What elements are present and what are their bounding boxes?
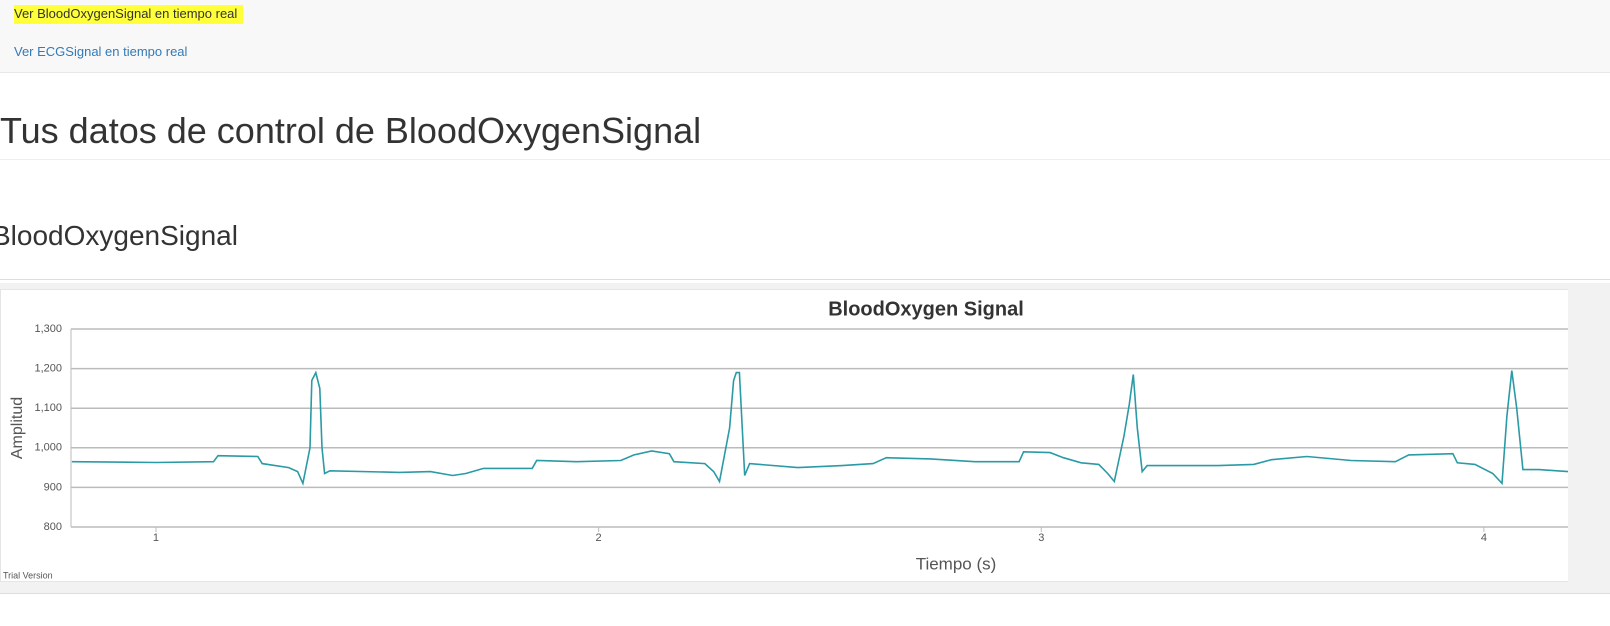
- divider: [0, 279, 1610, 280]
- chart-background: [0, 289, 1568, 582]
- chart: BloodOxygen Signal Tiempo (s) Amplitud T…: [0, 289, 1568, 582]
- watermark: Trial Version: [3, 570, 53, 580]
- x-tick-label: 3: [1038, 532, 1044, 544]
- navbar: Ver BloodOxygenSignal en tiempo real Ver…: [0, 0, 1610, 73]
- nav-link[interactable]: Ver BloodOxygenSignal en tiempo real: [14, 5, 244, 24]
- y-tick-label: 1,000: [34, 442, 62, 454]
- y-tick-label: 1,300: [34, 323, 62, 335]
- y-tick-label: 900: [44, 481, 62, 493]
- x-tick-label: 1: [153, 532, 159, 544]
- section-title: BloodOxygenSignal: [0, 220, 238, 251]
- y-tick-label: 1,200: [34, 363, 62, 375]
- nav-link[interactable]: Ver ECGSignal en tiempo real: [14, 44, 188, 59]
- divider: [0, 159, 1610, 160]
- signal-line: [71, 370, 1568, 487]
- x-tick-label: 4: [1481, 532, 1487, 544]
- x-tick-label: 2: [596, 532, 602, 544]
- page-title: Tus datos de control de BloodOxygenSigna…: [0, 110, 702, 151]
- chart-title: BloodOxygen Signal: [828, 298, 1024, 320]
- y-tick-label: 800: [44, 521, 62, 533]
- y-axis-label: Amplitud: [9, 397, 26, 459]
- y-tick-label: 1,100: [34, 402, 62, 414]
- x-axis-label: Tiempo (s): [916, 554, 997, 573]
